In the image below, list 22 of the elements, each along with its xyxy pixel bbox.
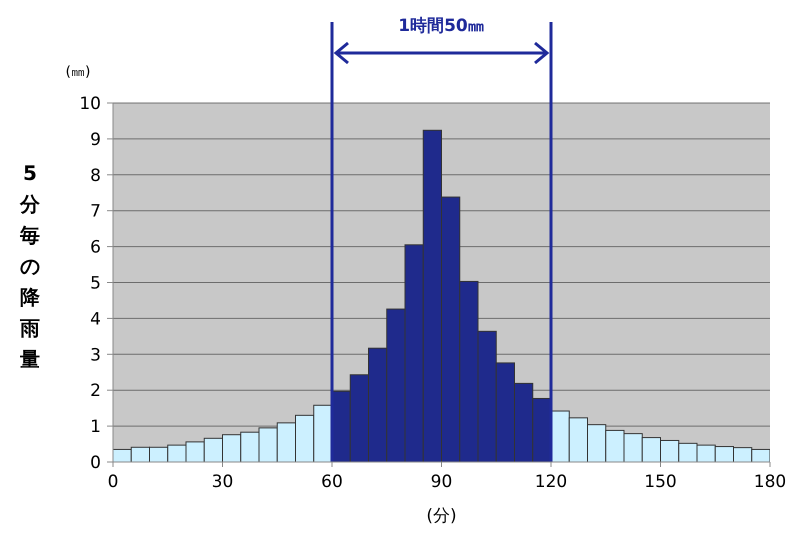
x-tick-label: 120 (534, 472, 568, 492)
y-tick-label: 1 (90, 417, 101, 438)
x-tick-label: 180 (754, 472, 786, 492)
y-tick-label: 10 (79, 94, 101, 114)
text: 1時間50㎜ (397, 15, 486, 37)
y-tick-label: 2 (90, 381, 101, 402)
y-tick-label: 9 (90, 130, 101, 150)
y-tick-label: 8 (90, 166, 101, 186)
y-tick-label: 3 (90, 345, 101, 366)
y-tick-label: 4 (90, 309, 101, 330)
x-axis-title: (分) (425, 505, 458, 527)
x-tick-label: 0 (108, 472, 118, 492)
y-axis-title: 5分毎の降雨量 (18, 160, 41, 373)
text: (㎜) (64, 63, 92, 81)
x-tick-label: 150 (644, 472, 677, 492)
y-tick-label: 6 (90, 238, 101, 258)
x-tick-label: 30 (212, 472, 234, 492)
y-tick-label: 0 (90, 453, 101, 474)
x-tick-label: 90 (430, 472, 452, 492)
x-tick-label: 60 (321, 472, 343, 492)
y-tick-label: 7 (90, 202, 101, 222)
y-tick-label: 5 (90, 274, 101, 294)
